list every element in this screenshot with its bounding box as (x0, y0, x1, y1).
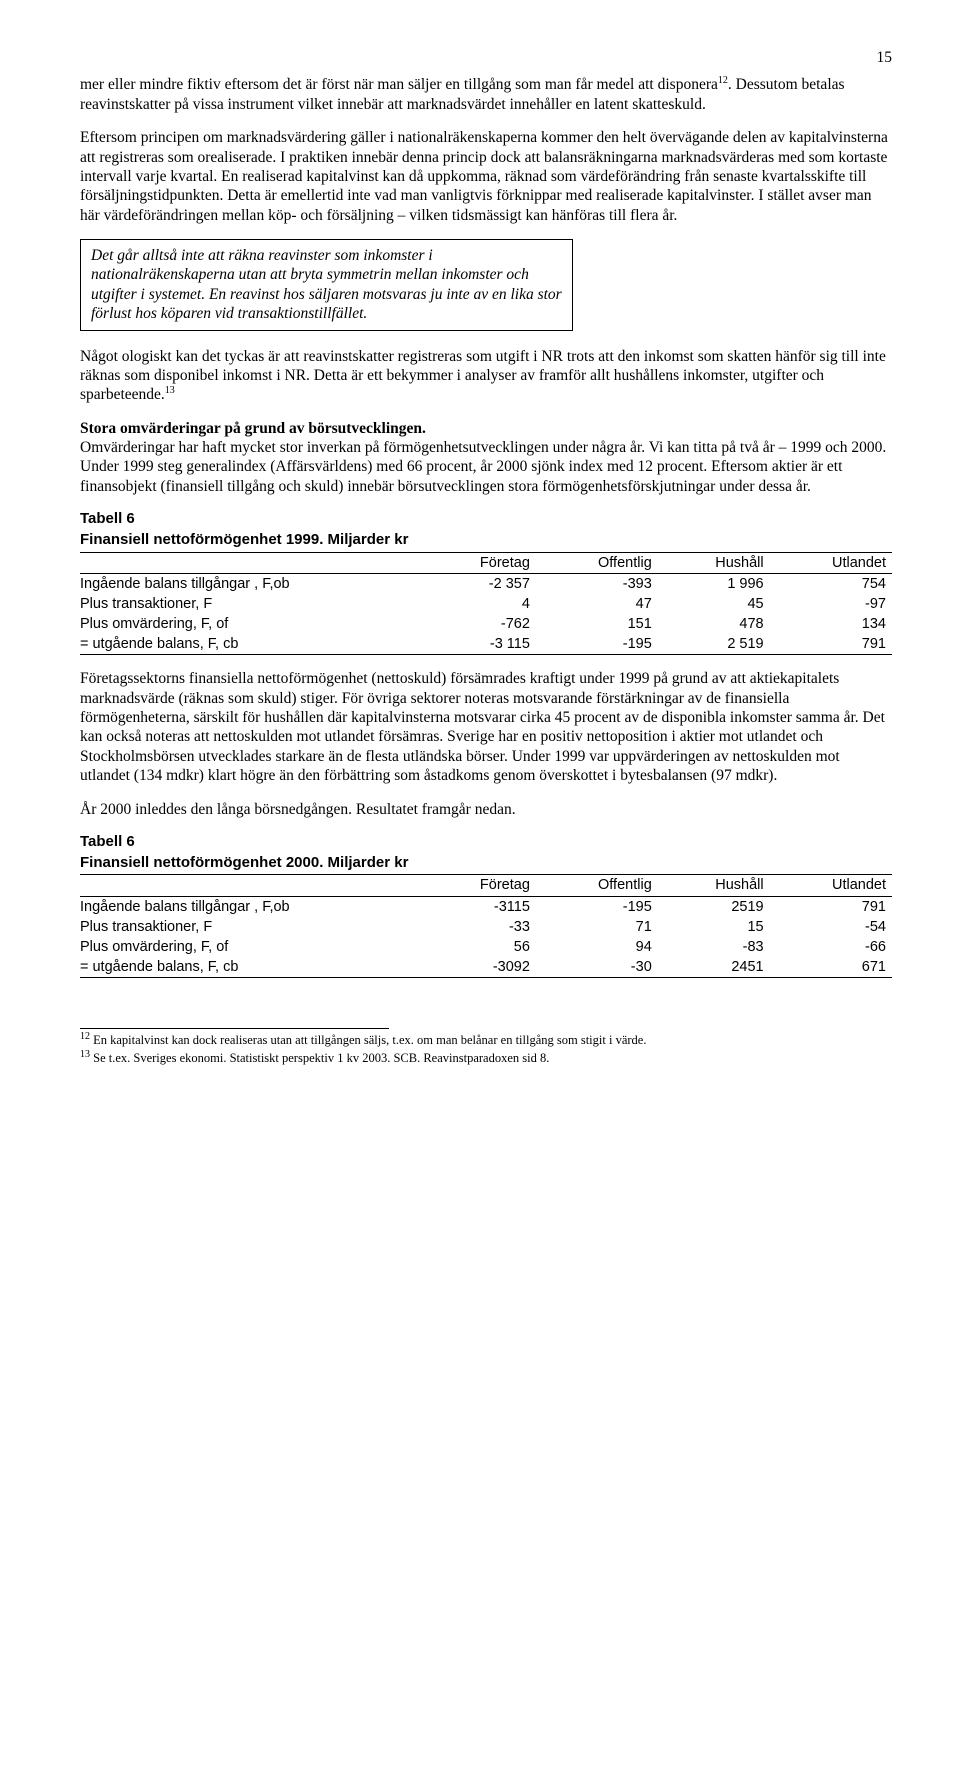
td: 671 (770, 957, 892, 978)
td: Plus transaktioner, F (80, 594, 421, 614)
fn12-num: 12 (80, 1031, 90, 1042)
table2-title-a: Tabell 6 (80, 833, 892, 852)
th (80, 552, 421, 573)
td: 754 (770, 573, 892, 594)
td: 4 (421, 594, 536, 614)
td: -3092 (421, 957, 536, 978)
td: -2 357 (421, 573, 536, 594)
table2-title-b: Finansiell nettoförmögenhet 2000. Miljar… (80, 854, 892, 873)
td: = utgående balans, F, cb (80, 957, 421, 978)
td: -3115 (421, 896, 536, 917)
td: Plus transaktioner, F (80, 917, 421, 937)
th: Hushåll (658, 875, 770, 896)
table-2000: Företag Offentlig Hushåll Utlandet Ingåe… (80, 874, 892, 978)
table1-title-a: Tabell 6 (80, 510, 892, 529)
td: -393 (536, 573, 658, 594)
td: 151 (536, 614, 658, 634)
section-heading-block: Stora omvärderingar på grund av börsutve… (80, 419, 892, 497)
paragraph-4: Omvärderingar har haft mycket stor inver… (80, 439, 886, 495)
page-number: 15 (80, 48, 892, 67)
footnote-ref-12: 12 (718, 75, 728, 86)
td: -30 (536, 957, 658, 978)
footnote-ref-13: 13 (165, 385, 175, 396)
td: Plus omvärdering, F, of (80, 937, 421, 957)
td: 1 996 (658, 573, 770, 594)
td: 791 (770, 896, 892, 917)
paragraph-1: mer eller mindre fiktiv eftersom det är … (80, 75, 892, 114)
paragraph-3: Något ologiskt kan det tyckas är att rea… (80, 347, 892, 405)
td: -54 (770, 917, 892, 937)
td: Ingående balans tillgångar , F,ob (80, 573, 421, 594)
th: Utlandet (770, 552, 892, 573)
th: Företag (421, 552, 536, 573)
td: -33 (421, 917, 536, 937)
table-1999: Företag Offentlig Hushåll Utlandet Ingåe… (80, 552, 892, 656)
para1-text-a: mer eller mindre fiktiv eftersom det är … (80, 76, 718, 93)
fn12-text: En kapitalvinst kan dock realiseras utan… (90, 1033, 646, 1047)
td: 2 519 (658, 634, 770, 655)
paragraph-5: Företagssektorns finansiella nettoförmög… (80, 669, 892, 785)
td: 71 (536, 917, 658, 937)
footnotes-separator: 12 En kapitalvinst kan dock realiseras u… (80, 1028, 389, 1066)
th: Företag (421, 875, 536, 896)
th: Offentlig (536, 875, 658, 896)
td: 45 (658, 594, 770, 614)
td: 791 (770, 634, 892, 655)
paragraph-6: År 2000 inleddes den långa börsnedgången… (80, 800, 892, 819)
td: -83 (658, 937, 770, 957)
td: 47 (536, 594, 658, 614)
fn13-num: 13 (80, 1048, 90, 1059)
fn13-text: Se t.ex. Sveriges ekonomi. Statistiskt p… (90, 1051, 549, 1065)
td: -195 (536, 896, 658, 917)
callout-box: Det går alltså inte att räkna reavinster… (80, 239, 573, 331)
td: -195 (536, 634, 658, 655)
callout-text: Det går alltså inte att räkna reavinster… (91, 247, 562, 322)
table1-title-b: Finansiell nettoförmögenhet 1999. Miljar… (80, 531, 892, 550)
td: = utgående balans, F, cb (80, 634, 421, 655)
td: 134 (770, 614, 892, 634)
td: Ingående balans tillgångar , F,ob (80, 896, 421, 917)
section-heading: Stora omvärderingar på grund av börsutve… (80, 420, 426, 437)
th (80, 875, 421, 896)
td: 478 (658, 614, 770, 634)
para3-text: Något ologiskt kan det tyckas är att rea… (80, 348, 886, 404)
td: 15 (658, 917, 770, 937)
td: Plus omvärdering, F, of (80, 614, 421, 634)
th: Offentlig (536, 552, 658, 573)
th: Hushåll (658, 552, 770, 573)
td: 56 (421, 937, 536, 957)
td: -66 (770, 937, 892, 957)
td: 2451 (658, 957, 770, 978)
td: -97 (770, 594, 892, 614)
td: -3 115 (421, 634, 536, 655)
td: 2519 (658, 896, 770, 917)
paragraph-2: Eftersom principen om marknadsvärdering … (80, 128, 892, 225)
th: Utlandet (770, 875, 892, 896)
footnote-12: 12 En kapitalvinst kan dock realiseras u… (80, 1033, 851, 1049)
footnote-13: 13 Se t.ex. Sveriges ekonomi. Statistisk… (80, 1051, 851, 1067)
td: 94 (536, 937, 658, 957)
td: -762 (421, 614, 536, 634)
